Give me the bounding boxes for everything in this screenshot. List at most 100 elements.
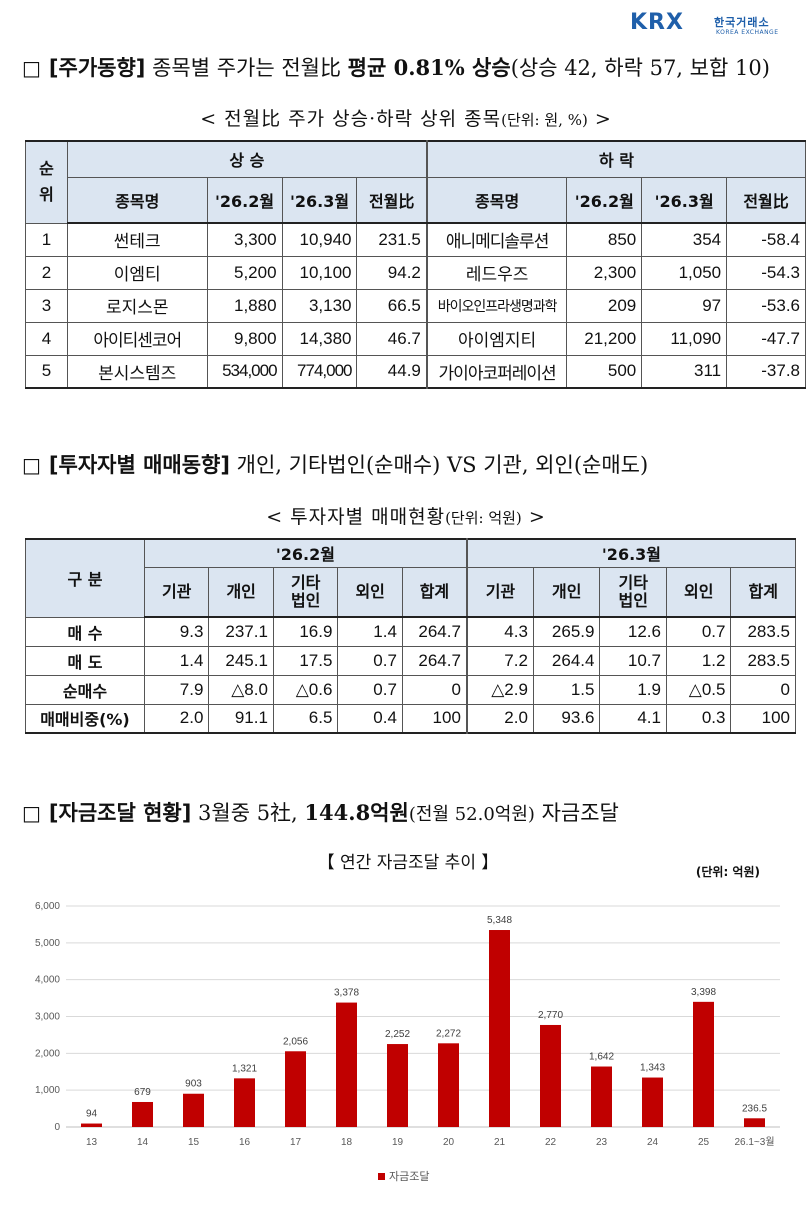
rise-header: 상 승 — [66, 140, 428, 178]
value-cell: 12.6 — [599, 616, 667, 647]
col-mar-header: '26.3월 — [641, 176, 728, 224]
legend-label: 자금조달 — [389, 1170, 429, 1183]
value-cell: 1.4 — [143, 645, 210, 676]
bar — [540, 1024, 561, 1127]
y-tick-label: 1,000 — [35, 1085, 60, 1096]
bar — [591, 1066, 612, 1127]
value-cell: 0.4 — [337, 703, 403, 734]
value-cell: 237.1 — [208, 616, 274, 647]
value-cell: 1,050 — [641, 255, 728, 290]
chart-bars: 94 679 903 1,321 2,056 3,378 2,252 2,272 5,348 2,… — [81, 915, 767, 1127]
rank-cell: 5 — [25, 354, 68, 389]
value-cell: 354 — [641, 222, 728, 257]
stock-name-cell: 아이티센코어 — [66, 321, 208, 356]
logo-english: KOREA EXCHANGE — [716, 29, 779, 36]
rank-header: 순 위 — [25, 140, 68, 224]
chart-unit: (단위: 억원) — [696, 864, 760, 879]
section-text: 3월중 5社, — [191, 801, 305, 825]
value-cell: 11,090 — [641, 321, 728, 356]
table-row: 2 이엠티 5,200 10,100 94.2 레드우즈 2,300 1,050… — [25, 255, 806, 290]
bar — [693, 1001, 714, 1127]
value-cell: 10,100 — [281, 255, 358, 290]
stock-name-cell: 가이아코퍼레이션 — [425, 354, 568, 389]
bar-value-label: 2,056 — [283, 1036, 308, 1047]
value-cell: 264.7 — [401, 616, 468, 647]
col-change-header: 전월比 — [726, 176, 806, 224]
chart-gridlines — [66, 905, 780, 1128]
table-row: 매 도 1.4 245.1 17.5 0.7 264.7 7.2 264.4 10.7 1.2 28… — [25, 645, 796, 676]
value-cell: 1,880 — [206, 288, 283, 323]
x-tick-label: 16 — [239, 1137, 251, 1148]
x-tick-label: 17 — [290, 1137, 302, 1148]
value-cell: 93.6 — [532, 703, 601, 734]
rank-cell: 1 — [25, 222, 68, 257]
bar-value-label: 3,378 — [334, 988, 359, 999]
bar — [336, 1002, 357, 1127]
x-axis-ticks: 13 14 15 16 17 18 19 20 21 22 23 24 25 26.1~3월 — [86, 1136, 775, 1148]
value-cell: 209 — [566, 288, 643, 323]
col-feb-header: '26.2월 — [566, 176, 643, 224]
section-keyword: [자금조달 현황] — [48, 801, 192, 825]
bar — [285, 1051, 306, 1127]
section-bold-text: 평균 0.81% 상승 — [347, 55, 511, 80]
col-change-header: 전월比 — [356, 176, 428, 224]
value-cell: 3,300 — [206, 222, 283, 257]
value-cell: -54.3 — [726, 255, 806, 290]
value-cell: 66.5 — [356, 288, 428, 323]
value-cell: △8.0 — [208, 674, 274, 705]
x-tick-label: 23 — [596, 1137, 608, 1148]
stock-name-cell: 애니메디솔루션 — [425, 222, 568, 257]
value-cell: 245.1 — [208, 645, 274, 676]
section-bold-text: 144.8억원 — [304, 800, 409, 825]
x-tick-label: 19 — [392, 1137, 404, 1148]
y-tick-label: 5,000 — [35, 938, 60, 949]
section-keyword: [투자자별 매매동향] — [48, 453, 230, 477]
value-cell: 10,940 — [281, 222, 358, 257]
period-feb-header: '26.2월 — [143, 538, 468, 568]
col-total-header: 합계 — [730, 566, 796, 618]
bar-value-label: 679 — [134, 1087, 151, 1098]
bar-value-label: 236.5 — [742, 1103, 767, 1114]
caption-end: > — [587, 108, 612, 130]
value-cell: 4.3 — [465, 616, 534, 647]
section-investor-trend: □ [투자자별 매매동향] 개인, 기타법인(순매수) VS 기관, 외인(순매도… — [22, 449, 648, 479]
value-cell: 283.5 — [730, 645, 796, 676]
bar-value-label: 1,343 — [640, 1063, 665, 1074]
y-tick-label: 4,000 — [35, 975, 60, 986]
value-cell: △2.9 — [465, 674, 534, 705]
chart-legend: 자금조달 — [378, 1170, 429, 1183]
table2-caption: < 투자자별 매매현황(단위: 억원) > — [0, 502, 812, 529]
category-header: 구 분 — [25, 538, 145, 618]
value-cell: 4.1 — [599, 703, 667, 734]
period-mar-header: '26.3월 — [465, 538, 796, 568]
value-cell: 17.5 — [272, 645, 339, 676]
bar-value-label: 5,348 — [487, 915, 512, 926]
value-cell: -37.8 — [726, 354, 806, 389]
value-cell: 2.0 — [143, 703, 210, 734]
bar-value-label: 94 — [86, 1109, 98, 1120]
caption-text: < 전월比 주가 상승·하락 상위 종목 — [200, 108, 502, 130]
table-row: 5 본시스템즈 534,000 774,000 44.9 가이아코퍼레이션 50… — [25, 354, 806, 389]
funding-bar-chart: 【 연간 자금조달 추이 】 (단위: 억원) 0 1,000 2,000 3,000… — [35, 853, 780, 1183]
value-cell: 3,130 — [281, 288, 358, 323]
rank-cell: 3 — [25, 288, 68, 323]
section-stock-trend: □ [주가동향] 종목별 주가는 전월比 평균 0.81% 상승(상승 42, 하… — [22, 52, 770, 82]
value-cell: △0.5 — [665, 674, 732, 705]
value-cell: 534,000 — [206, 354, 283, 389]
bar-value-label: 1,321 — [232, 1063, 257, 1074]
value-cell: 5,200 — [206, 255, 283, 290]
row-label: 매 도 — [25, 645, 145, 676]
row-label: 매 수 — [25, 616, 145, 647]
value-cell: 0.3 — [665, 703, 732, 734]
stock-name-cell: 썬테크 — [66, 222, 208, 257]
value-cell: 6.5 — [272, 703, 339, 734]
section-funding-status: □ [자금조달 현황] 3월중 5社, 144.8억원(전월 52.0억원) 자금… — [22, 797, 619, 827]
bar-value-label: 2,252 — [385, 1029, 410, 1040]
value-cell: 0 — [730, 674, 796, 705]
stock-name-cell: 아이엠지티 — [425, 321, 568, 356]
x-tick-label: 18 — [341, 1137, 353, 1148]
stock-name-cell: 로지스몬 — [66, 288, 208, 323]
col-institution-header: 기관 — [465, 566, 534, 618]
bar — [183, 1093, 204, 1127]
caption-text: < 투자자별 매매현황 — [266, 506, 446, 528]
